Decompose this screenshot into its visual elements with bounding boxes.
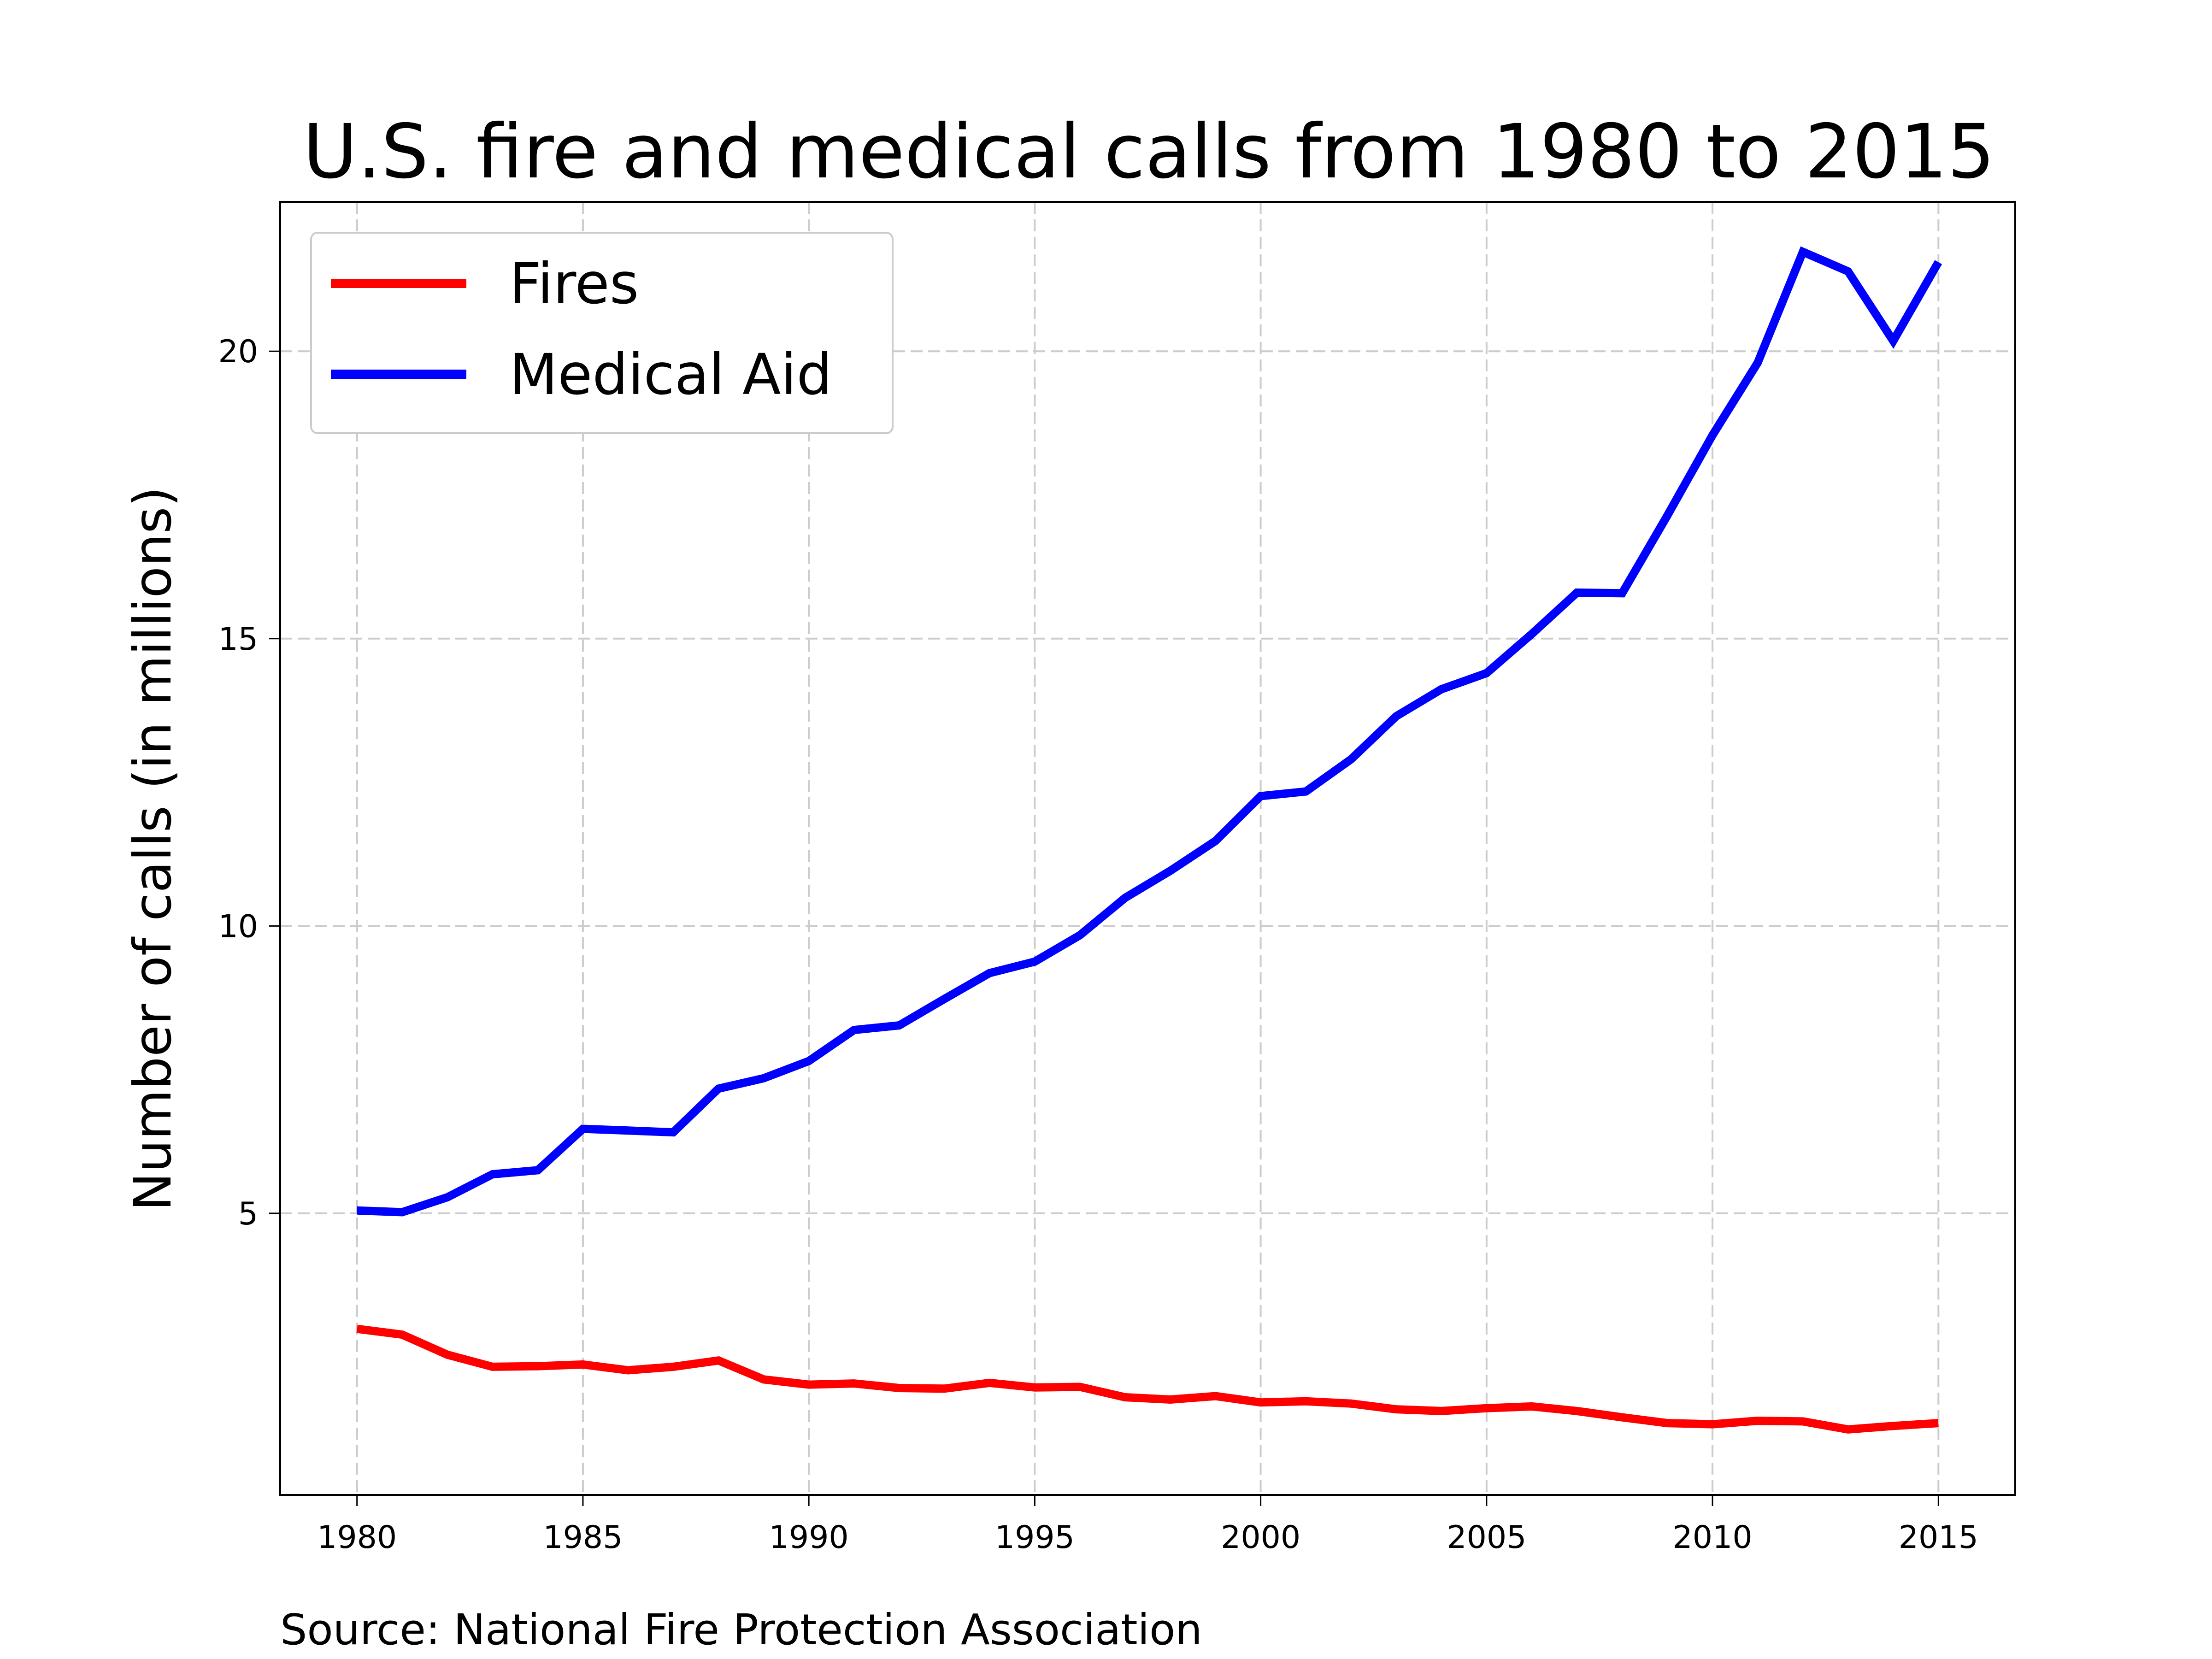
x-axis: 1980 1985 1990 1995 2000 2005 2010 2015 [317,1495,1978,1556]
series-line-fires [356,1324,1939,1434]
x-tick-label: 1990 [769,1519,849,1556]
legend: Fires Medical Aid [310,232,894,434]
x-tick-label: 1985 [543,1519,623,1556]
x-tick-label: 2010 [1673,1519,1753,1556]
x-tick-label: 2005 [1447,1519,1526,1556]
x-tick-label: 2000 [1221,1519,1300,1556]
x-tick-label: 1980 [317,1519,397,1556]
plot-area-frame [279,201,2016,1496]
y-tick-label: 20 [218,334,258,370]
chart-title: U.S. fire and medical calls from 1980 to… [303,109,1995,195]
y-tick-label: 15 [218,621,258,658]
series-group [356,246,1942,1434]
source-note: Source: National Fire Protection Associa… [280,1605,1202,1654]
x-tick-label: 1995 [995,1519,1075,1556]
y-tick-label: 5 [238,1196,258,1232]
x-tick-label: 2015 [1899,1519,1978,1556]
legend-label-medical-aid: Medical Aid [509,342,832,407]
y-axis-label: Number of calls (in millions) [123,487,183,1211]
legend-label-fires: Fires [509,251,639,317]
y-axis: 5 10 15 20 [218,334,280,1232]
y-tick-label: 10 [218,908,258,945]
series-line-medical-aid [357,246,1942,1217]
